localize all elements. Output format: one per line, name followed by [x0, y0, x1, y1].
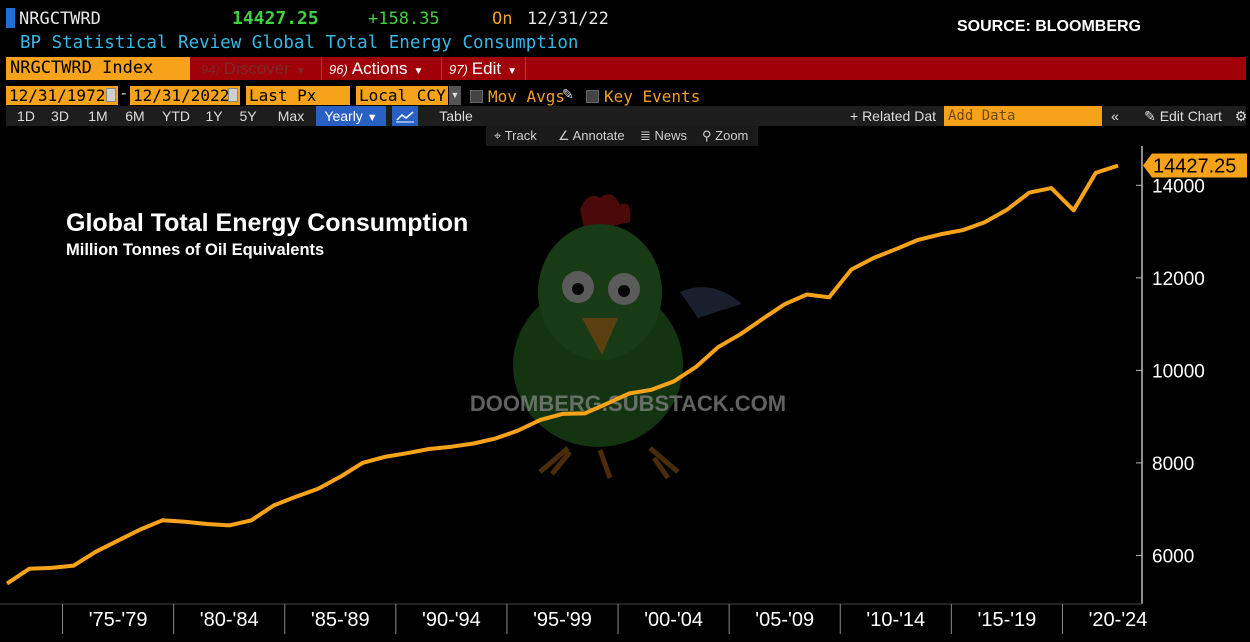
y-tick-label: 14000 [1152, 176, 1205, 197]
watermark-logo [513, 194, 742, 480]
y-tick-label: 12000 [1152, 269, 1205, 290]
add-data-input[interactable]: Add Data [944, 106, 1102, 126]
calendar-icon[interactable] [228, 88, 238, 102]
key-events-checkbox[interactable] [586, 90, 599, 103]
edit-menu[interactable]: 97) Edit ▼ [444, 57, 526, 80]
x-tick-label: '75-'79 [89, 609, 148, 631]
x-tick-label: '20-'24 [1089, 609, 1148, 631]
line-chart-icon[interactable] [392, 106, 418, 126]
range-5y[interactable]: 5Y [239, 108, 257, 124]
command-bar: NRGCTWRD Index 94) Discover ▼ 96) Actions ▼ … [6, 57, 1246, 80]
discover-menu[interactable]: 94) Discover ▼ [196, 57, 322, 80]
double-chevron-left-icon[interactable]: « [1111, 108, 1119, 124]
x-tick-label: '80-'84 [200, 609, 259, 631]
zoom-label: Zoom [715, 128, 749, 143]
frequency-label: Yearly [324, 108, 363, 124]
actions-label: Actions [351, 59, 408, 78]
chart-toolbar: 1D 3D 1M 6M YTD 1Y 5Y Max Yearly ▼ Table… [6, 106, 1247, 126]
edit-number: 97) [449, 62, 468, 77]
x-tick-label: '85-'89 [311, 609, 370, 631]
date-range-dash: - [121, 85, 127, 102]
zoom-button[interactable]: ⚲ Zoom [702, 126, 748, 146]
calendar-icon[interactable] [106, 88, 116, 102]
table-button[interactable]: Table [439, 108, 473, 124]
chevron-down-icon: ▼ [366, 112, 378, 124]
on-label: On [492, 9, 513, 29]
series-line [5, 163, 1119, 586]
news-button[interactable]: ≣ News [640, 126, 687, 146]
actions-menu[interactable]: 96) Actions ▼ [324, 57, 442, 80]
track-label: Track [504, 128, 537, 143]
last-value-tag-shape [1143, 153, 1247, 178]
range-3d[interactable]: 3D [51, 108, 69, 124]
range-1d[interactable]: 1D [17, 108, 35, 124]
chart-title: Global Total Energy Consumption [66, 209, 468, 237]
track-button[interactable]: ⌖ Track [494, 126, 537, 146]
crosshair-icon: ⌖ [494, 128, 502, 143]
key-events-label: Key Events [604, 87, 701, 106]
x-axis: '75-'79 '80-'84 '85-'89 '90-'94 '95-'99 '00-'… [62, 604, 1148, 634]
x-tick-label: '90-'94 [422, 609, 481, 631]
price-change: +158.35 [368, 9, 440, 29]
edit-chart-label: Edit Chart [1159, 108, 1222, 124]
last-value-tag-label: 14427.25 [1153, 156, 1236, 178]
chevron-down-icon: ▼ [295, 66, 306, 77]
edit-chart-button[interactable]: ✎ Edit Chart [1128, 106, 1238, 126]
x-tick-label: '05-'09 [755, 609, 814, 631]
last-price: 14427.25 [232, 8, 319, 29]
ticker-symbol: NRGCTWRD [19, 9, 101, 29]
x-tick-label: '00-'04 [644, 609, 703, 631]
price-field-select[interactable]: Last Px [246, 86, 350, 105]
magnifier-icon: ⚲ [702, 128, 712, 143]
pencil-icon[interactable]: ✎ [562, 86, 574, 102]
y-tick-label: 8000 [1152, 454, 1194, 475]
range-1m[interactable]: 1M [88, 108, 108, 124]
chart-subtitle: Million Tonnes of Oil Equivalents [66, 241, 324, 259]
chart-tools-bar: ⌖ Track ∠ Annotate ≣ News ⚲ Zoom [486, 126, 758, 146]
x-tick-label: '10-'14 [866, 609, 925, 631]
edit-label: Edit [471, 59, 502, 78]
annotate-icon: ∠ [558, 128, 570, 143]
mov-avgs-checkbox[interactable] [470, 90, 483, 103]
related-data-button[interactable]: + Related Dat [850, 108, 936, 124]
news-label: News [654, 128, 688, 143]
range-6m[interactable]: 6M [125, 108, 145, 124]
series-layer [5, 163, 1119, 586]
frequency-select[interactable]: Yearly ▼ [316, 106, 386, 126]
x-tick-label: '95-'99 [533, 609, 592, 631]
last-value-tag: 14427.25 [1143, 153, 1247, 178]
range-ytd[interactable]: YTD [162, 108, 190, 124]
chevron-down-icon: ▼ [507, 66, 517, 77]
discover-number: 94) [201, 62, 220, 77]
actions-number: 96) [329, 62, 348, 77]
annotate-button[interactable]: ∠ Annotate [558, 126, 625, 146]
start-date-field[interactable]: 12/31/1972 [6, 86, 118, 105]
currency-select[interactable]: Local CCY [356, 86, 448, 105]
index-ticker-field[interactable]: NRGCTWRD Index [6, 57, 190, 80]
news-icon: ≣ [640, 128, 651, 143]
discover-label: Discover [223, 59, 290, 78]
source-label: SOURCE: BLOOMBERG [957, 18, 1141, 35]
y-axis: 6000 8000 10000 12000 14000 [1136, 176, 1205, 567]
pencil-icon: ✎ [1144, 108, 1156, 124]
chevron-down-icon: ▼ [413, 66, 424, 77]
range-max[interactable]: Max [277, 108, 305, 124]
range-1y[interactable]: 1Y [205, 108, 223, 124]
price-date: 12/31/22 [527, 9, 609, 29]
y-tick-label: 6000 [1152, 546, 1194, 567]
mov-avgs-label: Mov Avgs [488, 87, 566, 106]
gear-icon[interactable]: ⚙ [1234, 108, 1248, 124]
annotate-label: Annotate [572, 128, 625, 143]
chevron-down-icon[interactable]: ▼ [449, 86, 461, 105]
security-description: BP Statistical Review Global Total Energ… [20, 33, 579, 53]
y-tick-label: 10000 [1152, 361, 1205, 382]
x-tick-label: '15-'19 [978, 609, 1037, 631]
ticker-marker [6, 8, 15, 28]
end-date-field[interactable]: 12/31/2022 [130, 86, 240, 105]
